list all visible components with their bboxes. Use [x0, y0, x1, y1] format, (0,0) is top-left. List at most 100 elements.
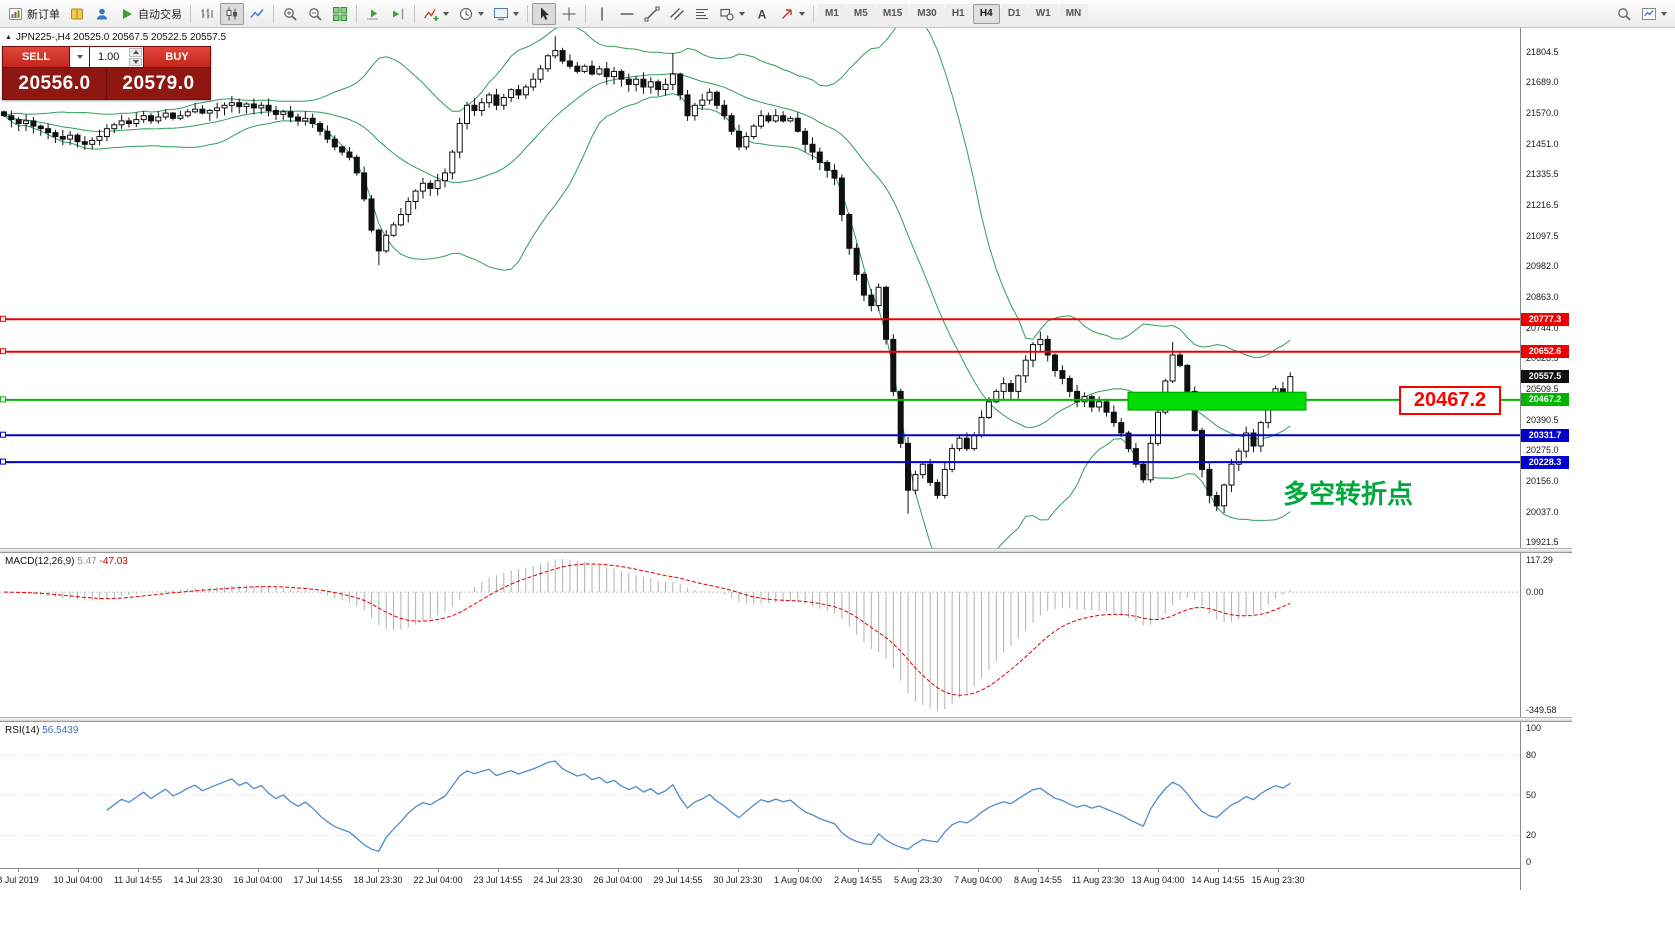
timeframe-d1[interactable]: D1 — [1000, 3, 1028, 24]
price-scale-label: 20037.0 — [1526, 507, 1559, 517]
chevron-down-icon — [1661, 11, 1667, 16]
tile-windows-button[interactable] — [328, 3, 352, 25]
price-scale-label: 20982.0 — [1526, 261, 1559, 271]
search-icon — [1616, 6, 1632, 22]
zoom-in-button[interactable] — [278, 3, 302, 25]
time-axis-label: 16 Jul 04:00 — [233, 875, 283, 885]
indicators-icon — [423, 6, 439, 22]
zoom-in-icon — [282, 6, 298, 22]
history-book-icon — [69, 6, 85, 22]
price-scale-label: 21451.0 — [1526, 139, 1559, 149]
timeframe-w1[interactable]: W1 — [1028, 3, 1058, 24]
turning-point-annotation[interactable]: 多空转折点 — [1283, 479, 1414, 509]
zoom-out-button[interactable] — [303, 3, 327, 25]
time-axis-tick — [798, 869, 799, 872]
timeframe-h1[interactable]: H1 — [944, 3, 972, 24]
search-button[interactable] — [1612, 3, 1636, 25]
volume-stepper[interactable]: 1.00 — [90, 47, 143, 67]
sell-price[interactable]: 20556.0 — [3, 68, 106, 99]
rsi-chart[interactable] — [0, 722, 1521, 868]
time-axis-tick — [858, 869, 859, 872]
price-callout-label[interactable]: 20467.2 — [1399, 386, 1501, 415]
panel-resize-handle[interactable] — [0, 717, 1572, 722]
macd-chart[interactable] — [0, 553, 1521, 717]
trade-history-button[interactable] — [65, 3, 89, 25]
time-axis-tick — [1158, 869, 1159, 872]
arrows-tool-button[interactable] — [775, 3, 809, 25]
volume-down-button[interactable] — [129, 57, 142, 66]
line-anchor[interactable] — [0, 348, 6, 355]
text-tool-button[interactable]: A — [750, 3, 774, 25]
line-anchor[interactable] — [0, 431, 6, 438]
shapes-tool-button[interactable] — [715, 3, 749, 25]
new-chart-button[interactable] — [1637, 3, 1671, 25]
symbol-expand-icon[interactable]: ▲ — [5, 34, 12, 41]
text-icon: A — [754, 6, 770, 22]
current-price-tag: 20557.5 — [1521, 370, 1569, 383]
chart-shift-button[interactable] — [386, 3, 410, 25]
candlestick-chart[interactable] — [0, 28, 1521, 548]
timeframe-h4[interactable]: H4 — [972, 3, 1000, 24]
rsi-title: RSI(14) — [5, 725, 40, 736]
cursor-tool-button[interactable] — [532, 2, 556, 25]
buy-button[interactable]: BUY — [144, 47, 210, 67]
time-axis-tick — [258, 869, 259, 872]
fibonacci-tool-button[interactable] — [690, 3, 714, 25]
line-anchor[interactable] — [0, 315, 6, 322]
volume-value[interactable]: 1.00 — [98, 51, 120, 63]
vertical-line-tool-button[interactable] — [590, 3, 614, 25]
panel-resize-handle[interactable] — [0, 548, 1572, 553]
toolbar-separator — [190, 4, 191, 23]
auto-scroll-button[interactable] — [361, 3, 385, 25]
trendline-icon — [644, 6, 660, 22]
accounts-button[interactable] — [90, 3, 114, 25]
time-scale[interactable]: 8 Jul 2019 10 Jul 04:00 11 Jul 14:55 14 Jul… — [0, 868, 1521, 891]
channel-tool-button[interactable] — [665, 3, 689, 25]
time-axis-tick — [318, 869, 319, 872]
trade-menu-dropdown[interactable] — [70, 47, 89, 67]
line-chart-mode-button[interactable] — [245, 3, 269, 25]
indicators-button[interactable] — [419, 3, 453, 25]
timeframe-m15[interactable]: M15 — [875, 3, 910, 24]
sell-button[interactable]: SELL — [3, 47, 69, 67]
buy-price[interactable]: 20579.0 — [107, 68, 210, 99]
auto-trading-button[interactable]: 自动交易 — [115, 3, 186, 25]
price-tag: 20652.6 — [1521, 345, 1569, 358]
time-axis-label: 30 Jul 23:30 — [713, 875, 763, 885]
rsi-panel[interactable]: RSI(14) 56.5439 — [0, 722, 1521, 868]
price-scale[interactable]: 21804.5 21689.0 21570.0 21451.0 21335.5 21216… — [1521, 28, 1675, 868]
chart-window[interactable]: ▲ JPN225-,H4 20525.0 20567.5 20522.5 205… — [0, 28, 1521, 548]
line-anchor[interactable] — [0, 458, 6, 465]
auto-trading-label: 自动交易 — [138, 8, 182, 21]
macd-signal-line — [3, 563, 1291, 696]
timeframe-mn[interactable]: MN — [1058, 3, 1089, 24]
horizontal-line-tool-button[interactable] — [615, 3, 639, 25]
templates-button[interactable] — [489, 3, 523, 25]
new-order-button[interactable]: 新订单 — [4, 3, 64, 25]
trendline-tool-button[interactable] — [640, 3, 664, 25]
time-axis-tick — [138, 869, 139, 872]
time-axis-label: 13 Aug 04:00 — [1131, 875, 1185, 885]
line-anchor[interactable] — [0, 396, 6, 403]
crosshair-tool-button[interactable] — [557, 3, 581, 25]
time-axis-tick — [498, 869, 499, 872]
axis-border — [1520, 28, 1521, 890]
highlight-zone-rect[interactable] — [1127, 391, 1307, 411]
volume-up-button[interactable] — [129, 48, 142, 57]
bar-chart-mode-button[interactable] — [195, 3, 219, 25]
timeframe-m5[interactable]: M5 — [846, 3, 875, 24]
time-axis-tick — [978, 869, 979, 872]
macd-panel[interactable]: MACD(12,26,9) 5.47 -47.03 — [0, 553, 1521, 717]
timeframe-m30[interactable]: M30 — [910, 3, 944, 24]
shapes-icon — [719, 6, 735, 22]
toolbar: 新订单 自动交易 A M1 M5 M15 M30 H1 H4 D1 W1 MN — [0, 0, 1675, 28]
toolbar-separator — [527, 4, 528, 23]
periods-button[interactable] — [454, 3, 488, 25]
time-axis-label: 8 Jul 2019 — [0, 875, 39, 885]
time-axis-tick — [918, 869, 919, 872]
candlestick-mode-button[interactable] — [220, 2, 244, 25]
time-axis-label: 7 Aug 04:00 — [953, 875, 1003, 885]
timeframe-m1[interactable]: M1 — [818, 3, 846, 24]
vertical-line-icon — [594, 6, 610, 22]
candle-chart-icon — [224, 6, 240, 22]
